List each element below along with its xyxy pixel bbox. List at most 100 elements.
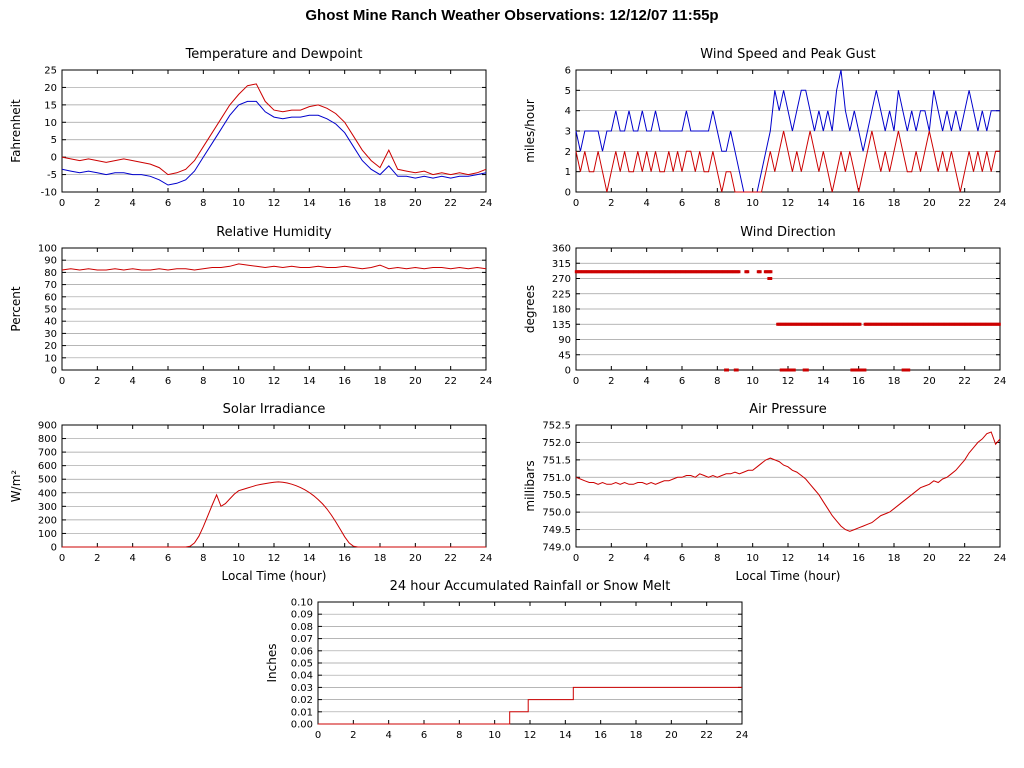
svg-text:6: 6 [165,376,171,387]
svg-text:24: 24 [994,376,1007,387]
svg-text:12: 12 [268,198,281,209]
svg-text:24: 24 [480,198,493,209]
svg-text:0: 0 [573,376,579,387]
svg-text:0: 0 [51,153,57,164]
svg-text:degrees: degrees [523,285,537,333]
svg-text:0.08: 0.08 [291,622,313,633]
svg-text:0: 0 [573,553,579,564]
svg-text:135: 135 [552,320,571,331]
chart-accumulated-precip: 0.00 0.01 0.02 0.03 0.04 0.05 0.06 0.07 0.08 0.09… [264,574,754,749]
accumulated-precip-canvas: 0.00 0.010.020.030.040.05 0.060.070.080.09… [265,579,749,741]
svg-text:4: 4 [385,730,391,741]
svg-text:Wind Direction: Wind Direction [740,225,836,240]
svg-text:2: 2 [565,147,571,158]
svg-text:16: 16 [594,730,607,741]
chart-air-pressure: 749.0 749.5 750.0 750.5 751.0 751.5 752.0 752.5… [522,397,1012,590]
svg-text:749.5: 749.5 [542,525,571,536]
svg-text:16: 16 [852,553,865,564]
svg-text:10: 10 [746,376,759,387]
svg-text:5: 5 [565,86,571,97]
svg-text:4: 4 [129,198,135,209]
svg-text:Fahrenheit: Fahrenheit [9,99,23,163]
svg-text:8: 8 [200,198,206,209]
svg-text:6: 6 [679,376,685,387]
svg-text:2: 2 [94,376,100,387]
svg-text:6: 6 [165,198,171,209]
svg-text:6: 6 [421,730,427,741]
svg-text:-5: -5 [47,170,57,181]
svg-text:14: 14 [817,198,830,209]
svg-text:18: 18 [374,198,387,209]
svg-text:12: 12 [268,553,281,564]
svg-text:60: 60 [44,292,57,303]
svg-text:16: 16 [852,198,865,209]
svg-text:-10: -10 [41,188,57,199]
chart-solar-irradiance: 0 100 200 300 400 500 600 700 800 900 0 2 4 6 8 10 12 14 1… [8,397,498,590]
svg-text:0: 0 [51,366,57,377]
svg-text:18: 18 [374,553,387,564]
svg-text:24: 24 [994,198,1007,209]
svg-text:8: 8 [714,198,720,209]
svg-text:5: 5 [51,135,57,146]
svg-text:12: 12 [268,376,281,387]
svg-text:10: 10 [44,353,57,364]
svg-text:0: 0 [51,543,57,554]
svg-text:700: 700 [38,448,57,459]
svg-text:0: 0 [59,198,65,209]
svg-text:20: 20 [409,198,422,209]
svg-text:24: 24 [480,553,493,564]
svg-text:14: 14 [303,553,316,564]
svg-text:10: 10 [44,118,57,129]
svg-text:2: 2 [608,376,614,387]
svg-text:20: 20 [409,376,422,387]
svg-text:200: 200 [38,515,57,526]
svg-text:16: 16 [338,198,351,209]
svg-text:2: 2 [608,198,614,209]
svg-text:10: 10 [232,198,245,209]
svg-text:16: 16 [338,376,351,387]
svg-text:70: 70 [44,280,57,291]
svg-text:0.00: 0.00 [291,720,313,731]
svg-text:400: 400 [38,488,57,499]
svg-text:Solar Irradiance: Solar Irradiance [223,402,326,417]
svg-text:315: 315 [552,259,571,270]
svg-text:24: 24 [736,730,749,741]
svg-text:0.01: 0.01 [291,707,313,718]
svg-text:100: 100 [38,529,57,540]
svg-text:22: 22 [700,730,713,741]
svg-text:0.07: 0.07 [291,634,313,645]
chart-relative-humidity: 0 10 20 30 40 50 60 70 80 90 100 0 2 4 6 8 10 12 14 16 18 20 2… [8,220,498,395]
svg-text:18: 18 [888,376,901,387]
svg-text:Temperature and Dewpoint: Temperature and Dewpoint [185,47,363,62]
svg-text:4: 4 [643,553,649,564]
svg-text:Local Time (hour): Local Time (hour) [222,569,327,583]
svg-text:10: 10 [232,376,245,387]
svg-text:749.0: 749.0 [542,543,571,554]
svg-text:180: 180 [552,305,571,316]
svg-text:0: 0 [565,366,571,377]
svg-text:Relative Humidity: Relative Humidity [216,225,332,240]
svg-text:500: 500 [38,475,57,486]
svg-text:600: 600 [38,461,57,472]
svg-text:22: 22 [444,198,457,209]
svg-text:8: 8 [456,730,462,741]
svg-text:10: 10 [746,198,759,209]
svg-text:40: 40 [44,317,57,328]
svg-text:14: 14 [817,553,830,564]
chart-temperature-dewpoint: -10 -5 0 5 10 15 20 25 0 2 4 6 8 10 12 14 16 18 20 22 24 Temp… [8,42,498,217]
svg-text:10: 10 [746,553,759,564]
svg-text:18: 18 [888,553,901,564]
svg-text:20: 20 [44,83,57,94]
svg-text:22: 22 [444,553,457,564]
svg-text:20: 20 [923,376,936,387]
svg-text:14: 14 [817,376,830,387]
svg-text:90: 90 [558,335,571,346]
svg-text:6: 6 [165,553,171,564]
svg-text:750.0: 750.0 [542,508,571,519]
svg-text:10: 10 [232,553,245,564]
svg-text:22: 22 [958,198,971,209]
svg-text:300: 300 [38,502,57,513]
